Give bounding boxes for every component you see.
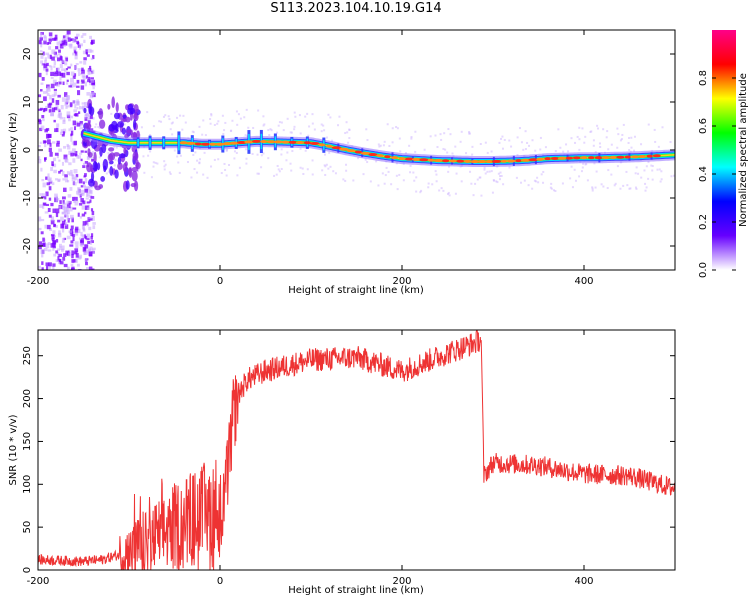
snr-y-tick-label: 200	[22, 389, 33, 408]
spectrogram-y-tick-label: -10	[22, 190, 33, 206]
spectrogram-x-tick-label: -200	[27, 276, 50, 287]
colorbar-label: Normalized spectral amplitude	[738, 73, 749, 227]
spectrogram-ylabel: Frequency (Hz)	[8, 112, 19, 188]
colorbar-tick-label: 0.6	[698, 118, 709, 134]
snr-xlabel: Height of straight line (km)	[288, 585, 424, 596]
snr-axes: -200 0 200 400 0 50 100 150 200 250	[22, 330, 675, 587]
colorbar-tick-label: 0.0	[698, 262, 709, 278]
spectrogram-y-tick-label: -20	[22, 238, 33, 254]
snr-x-tick-label: 200	[392, 576, 411, 587]
colorbar-ticks: 0.0 0.2 0.4 0.6 0.8	[698, 70, 736, 278]
snr-y-tick-label: 0	[22, 567, 33, 573]
colorbar-gradient	[712, 30, 736, 270]
spectrogram-xlabel: Height of straight line (km)	[288, 285, 424, 296]
snr-x-tick-label: 400	[574, 576, 593, 587]
page-title: S113.2023.104.10.19.G14	[270, 1, 442, 16]
snr-y-tick-label: 150	[22, 432, 33, 451]
spectrogram-x-tick-label: 400	[574, 276, 593, 287]
snr-y-tick-label: 50	[22, 521, 33, 534]
snr-y-tick-label: 100	[22, 475, 33, 494]
snr-plot	[38, 330, 675, 570]
spectrogram-x-tick-label: 0	[217, 276, 223, 287]
spectrogram-peaks	[179, 139, 661, 164]
spectrogram-plot	[38, 30, 675, 270]
snr-x-tick-label: -200	[27, 576, 50, 587]
spectrogram-y-tick-label: 20	[22, 48, 33, 61]
spectrogram-y-tick-label: 10	[22, 96, 33, 109]
spectrogram-y-tick-label: 0	[22, 147, 33, 153]
colorbar-tick-label: 0.8	[698, 70, 709, 86]
colorbar: 0.0 0.2 0.4 0.6 0.8 Normalized spectral ampl…	[698, 30, 749, 278]
snr-frame	[37, 329, 676, 571]
colorbar-tick-label: 0.4	[698, 166, 709, 182]
snr-ylabel: SNR (10 * v/v)	[8, 414, 19, 485]
snr-panel: -200 0 200 400 0 50 100 150 200 250 Height of str…	[8, 329, 676, 596]
snr-series-line	[38, 330, 675, 570]
spectrogram-panel: -200 0 200 400 20 10 0 -10 -20 Height of straigh…	[8, 29, 676, 296]
spectrogram-axes: -200 0 200 400 20 10 0 -10 -20	[22, 30, 675, 287]
snr-x-tick-label: 0	[217, 576, 223, 587]
spectrogram-x-tick-label: 200	[392, 276, 411, 287]
spectrogram-noise	[38, 30, 675, 270]
colorbar-tick-label: 0.2	[698, 214, 709, 230]
snr-y-tick-label: 250	[22, 346, 33, 365]
